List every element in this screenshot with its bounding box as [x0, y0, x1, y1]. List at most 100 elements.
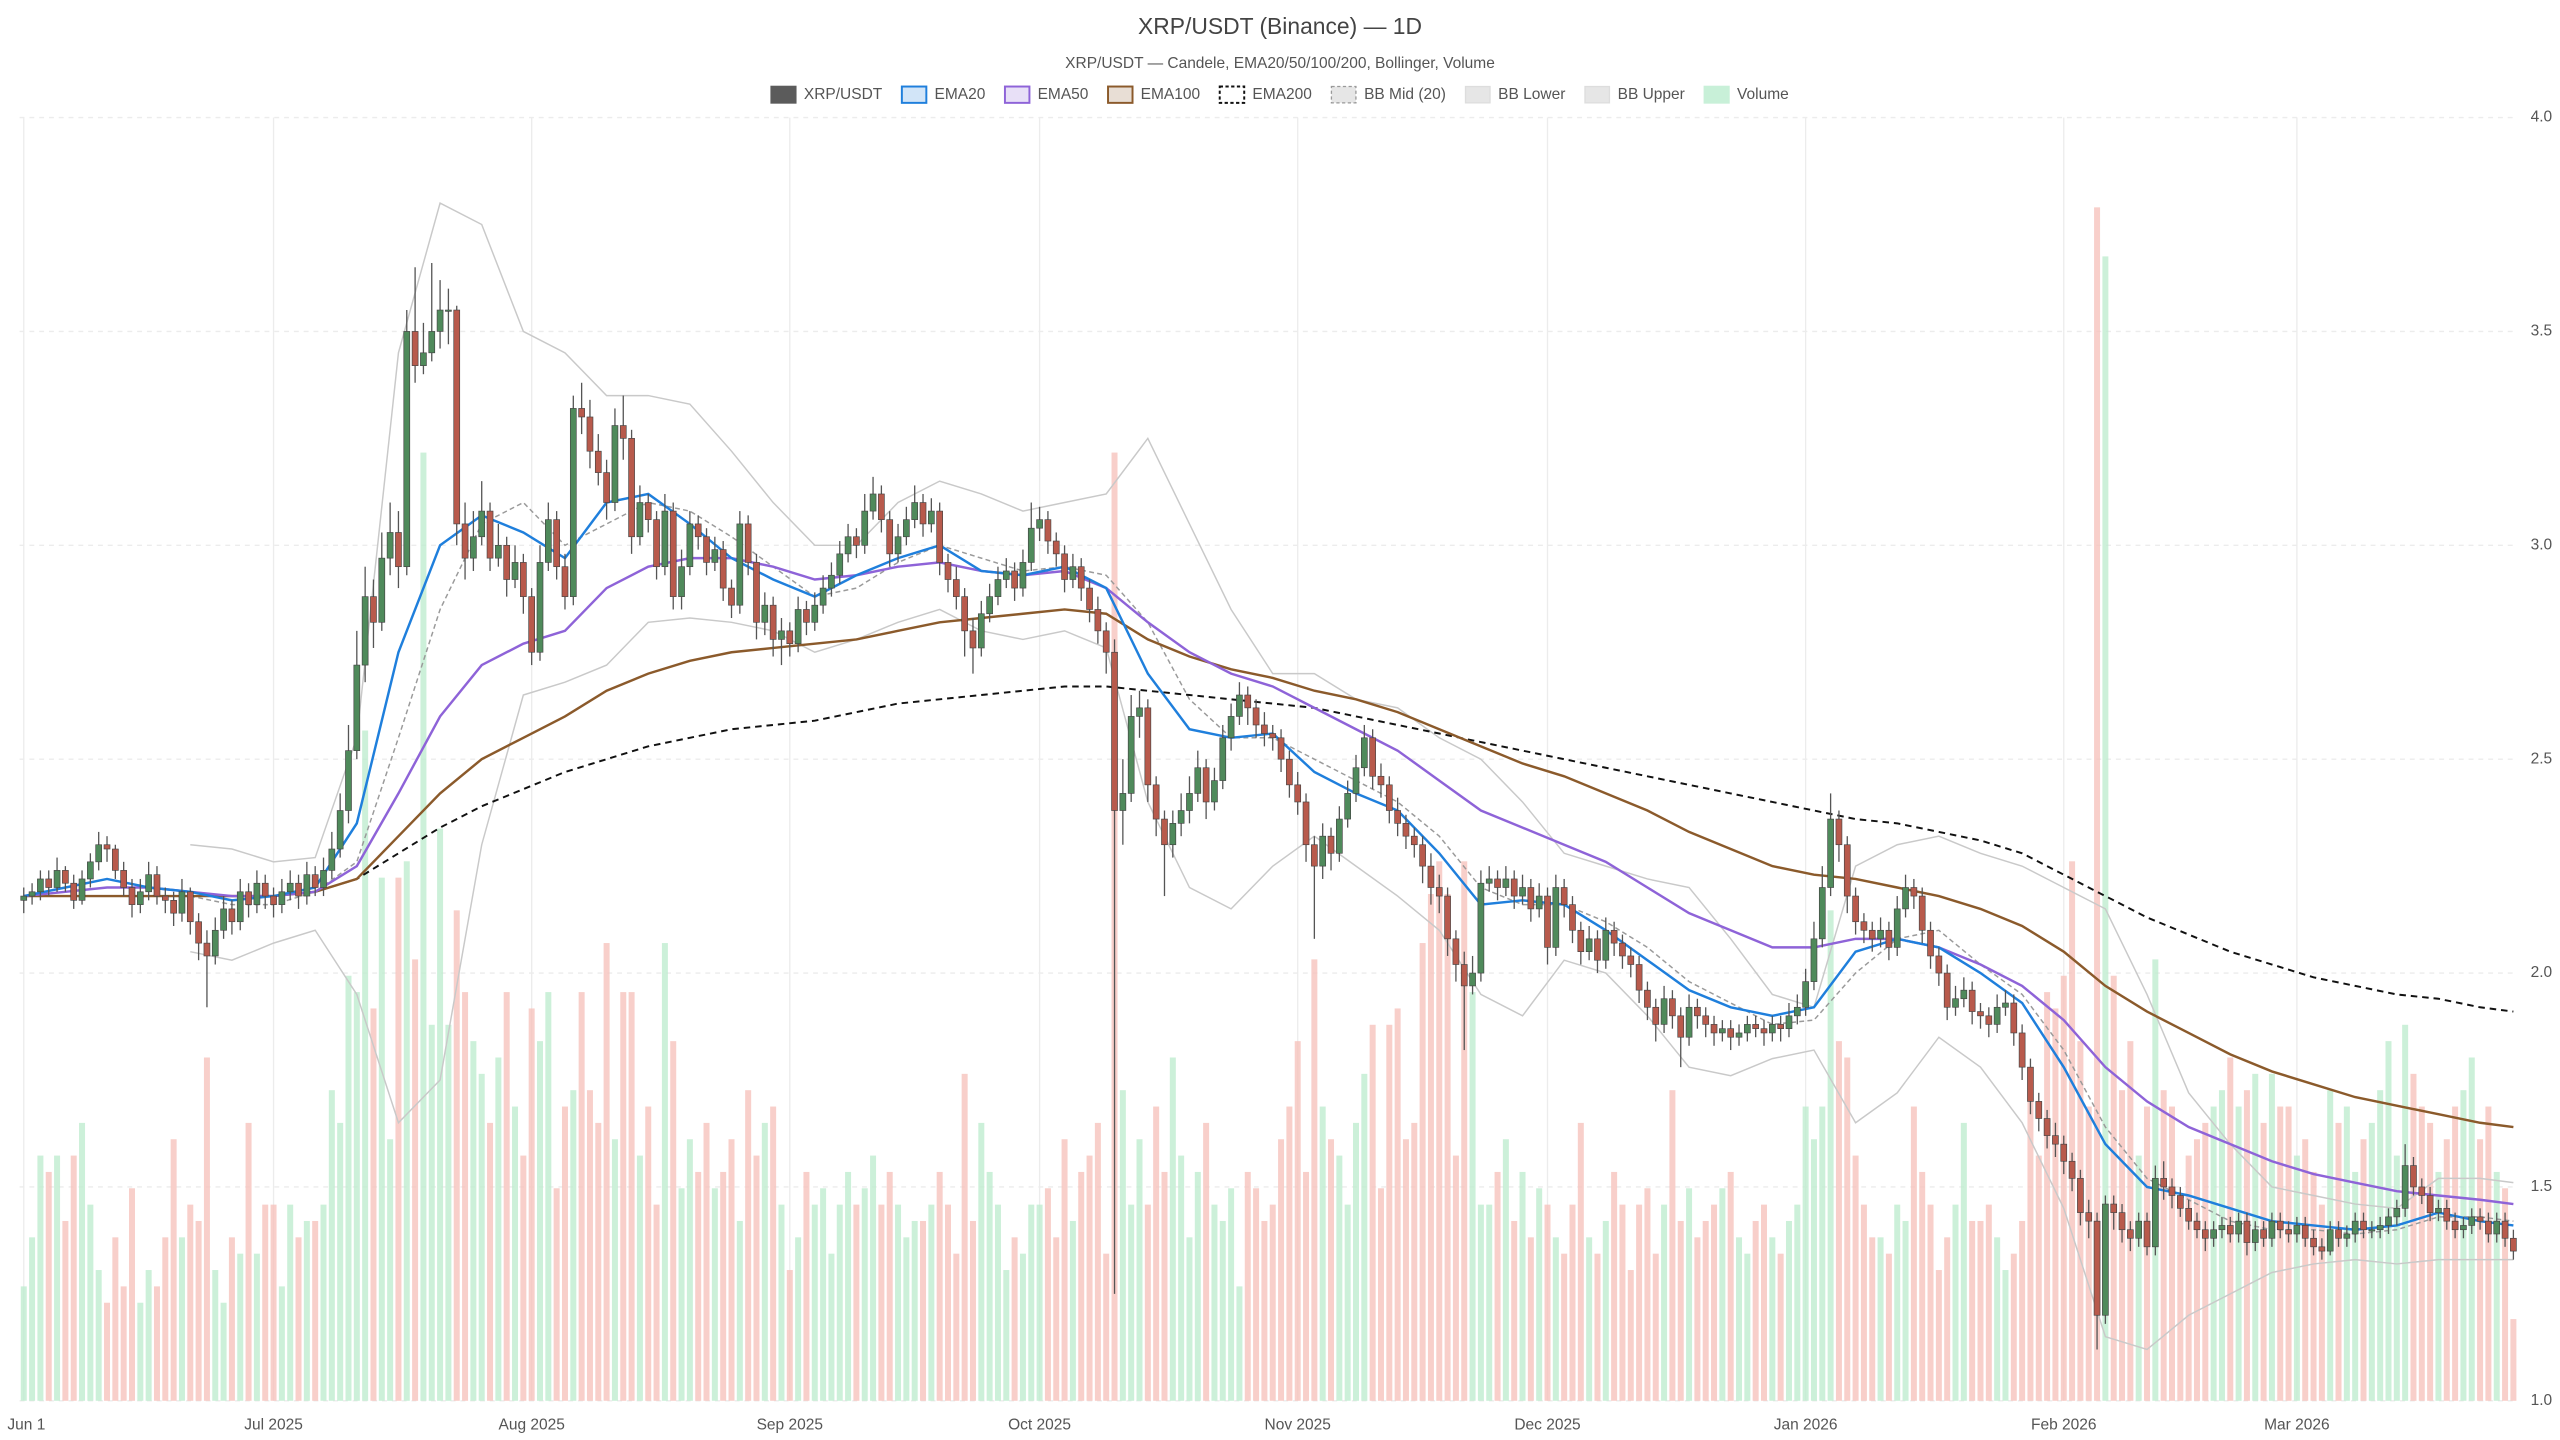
candle-body	[1960, 989, 1968, 1000]
candle-body	[1943, 972, 1951, 1008]
candle-body	[1219, 737, 1227, 781]
volume-bar	[1419, 943, 1426, 1401]
volume-bar	[54, 1155, 61, 1401]
volume-bar	[1702, 1220, 1709, 1401]
candle-body	[819, 587, 827, 606]
volume-bar	[945, 1204, 951, 1401]
volume-bar	[903, 1237, 910, 1401]
volume-bar	[2210, 1106, 2217, 1401]
candle-body	[594, 450, 602, 473]
candle-body	[1494, 878, 1501, 888]
volume-bar	[70, 1155, 77, 1401]
volume-bar	[1969, 1220, 1976, 1401]
candle-body	[1935, 955, 1943, 974]
volume-bar	[337, 1122, 344, 1401]
volume-bar	[1161, 1171, 1168, 1401]
volume-bar	[2085, 1106, 2092, 1401]
candle-body	[911, 502, 919, 520]
volume-bar	[495, 1057, 502, 1401]
volume-bar	[2110, 975, 2117, 1401]
volume-bar	[320, 1204, 327, 1401]
candle-body	[1302, 801, 1310, 846]
candle-body	[411, 331, 419, 366]
volume-bar	[1769, 1237, 1776, 1401]
volume-bar	[228, 1237, 235, 1401]
volume-bar	[653, 1204, 660, 1401]
volume-bar	[1128, 1204, 1135, 1401]
candle-body	[186, 891, 194, 923]
candle-body	[2343, 1233, 2351, 1239]
volume-bar	[1777, 1253, 1784, 1401]
volume-bar	[1877, 1237, 1884, 1401]
candle-body	[270, 895, 277, 905]
volume-bar	[1119, 1090, 1126, 1401]
volume-bar	[203, 1057, 210, 1401]
volume-bar	[1361, 1073, 1368, 1401]
candle-body	[470, 536, 477, 559]
candle-body	[2276, 1220, 2284, 1231]
candle-body	[1286, 758, 1293, 786]
volume-bar	[1294, 1041, 1301, 1401]
volume-bar	[387, 1139, 394, 1401]
volume-bar	[403, 861, 410, 1401]
candle-body	[2501, 1220, 2509, 1239]
candle-body	[1236, 694, 1243, 717]
volume-bar	[1377, 1188, 1384, 1401]
candle-body	[869, 493, 877, 512]
volume-bar	[1661, 1204, 1668, 1401]
volume-bar	[487, 1122, 494, 1401]
candle-body	[678, 566, 685, 597]
volume-bar	[2343, 1106, 2350, 1401]
candle-body	[2368, 1229, 2376, 1232]
volume-bar	[1427, 894, 1434, 1401]
candle-body	[1993, 1006, 2001, 1025]
candle-body	[220, 908, 227, 931]
volume-bar	[445, 1024, 452, 1401]
candle-body	[1319, 835, 1327, 867]
candle-body	[1677, 1015, 1685, 1038]
volume-bar	[2502, 1188, 2509, 1401]
volume-bar	[1286, 1106, 1293, 1401]
candle-body	[445, 309, 452, 312]
candle-body	[1027, 527, 1035, 563]
volume-bar	[1519, 1171, 1526, 1401]
volume-bar	[1752, 1220, 1759, 1401]
volume-bar	[503, 992, 510, 1401]
volume-bar	[2285, 1106, 2292, 1401]
volume-bar	[778, 1204, 785, 1401]
candle-body	[503, 544, 511, 580]
volume-bar	[1827, 910, 1834, 1401]
volume-bar	[720, 1171, 727, 1401]
candle-body	[295, 882, 302, 897]
candle-body	[786, 630, 794, 645]
candle-body	[803, 609, 810, 623]
candle-body	[1602, 929, 1610, 961]
candle-body	[328, 848, 336, 871]
candle-body	[2293, 1225, 2301, 1235]
candle-body	[1552, 887, 1560, 948]
volume-bar	[1061, 1139, 1068, 1401]
candle-body	[1910, 887, 1918, 897]
candle-body	[1927, 929, 1934, 957]
volume-bar	[994, 1204, 1001, 1401]
y-tick-label: 2.5	[2531, 750, 2553, 767]
candle-body	[944, 562, 952, 580]
candle-body	[1793, 1006, 1801, 1017]
volume-bar	[2160, 1090, 2167, 1401]
volume-bar	[187, 1204, 194, 1401]
candle-body	[536, 562, 544, 653]
candle-body	[1252, 707, 1260, 726]
candle-body	[303, 874, 311, 897]
candle-body	[2235, 1220, 2242, 1235]
volume-bar	[2119, 1090, 2126, 1401]
candle-body	[1127, 716, 1135, 794]
volume-bar	[1203, 1122, 1210, 1401]
volume-bar	[1619, 1204, 1626, 1401]
volume-bar	[2277, 1106, 2284, 1401]
candle-body	[20, 895, 28, 901]
volume-bar	[1144, 1204, 1151, 1401]
legend-swatch	[1330, 85, 1357, 104]
candle-body	[969, 630, 977, 649]
volume-bar	[2493, 1171, 2500, 1401]
